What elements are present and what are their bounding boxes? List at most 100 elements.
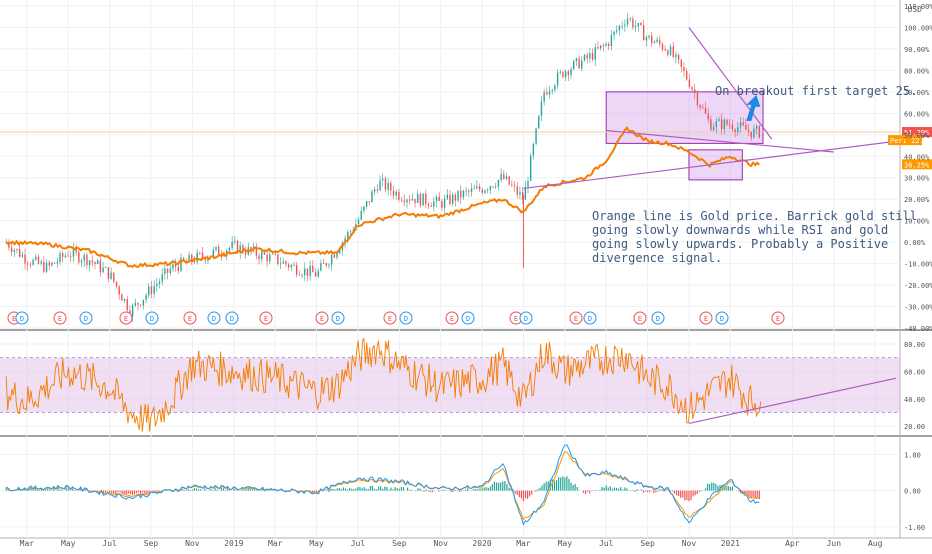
macd-histogram-bar: [196, 489, 197, 491]
price-candle: [439, 197, 440, 201]
price-candle: [328, 265, 329, 266]
x-tick-label: 2020: [472, 539, 491, 548]
price-candle: [689, 80, 690, 88]
price-candle: [503, 174, 504, 179]
macd-histogram-bar: [585, 491, 586, 495]
price-candle: [568, 71, 569, 75]
price-candle: [67, 256, 68, 257]
price-candle: [436, 197, 437, 201]
price-candle: [675, 55, 676, 57]
macd-histogram-bar: [130, 491, 131, 494]
price-candle: [124, 299, 125, 301]
macd-histogram-bar: [661, 489, 662, 490]
price-candle: [215, 247, 216, 250]
x-tick-label: Apr: [785, 539, 800, 548]
price-candle: [425, 193, 426, 204]
price-candle: [468, 191, 469, 192]
price-candle: [430, 206, 431, 207]
macd-histogram-bar: [651, 491, 652, 492]
macd-histogram-bar: [566, 476, 567, 490]
macd-histogram-bar: [393, 489, 394, 490]
macd-histogram-bar: [246, 489, 247, 491]
price-box-0[interactable]: [606, 92, 763, 144]
price-candle: [245, 252, 246, 254]
macd-histogram-bar: [409, 490, 410, 491]
price-candle: [705, 108, 706, 114]
price-candle: [476, 186, 477, 188]
price-candle: [420, 194, 421, 206]
price-y-tick-label: 80.00%: [904, 67, 930, 75]
macd-histogram-bar: [684, 491, 685, 501]
price-candle: [678, 55, 679, 60]
price-candle: [19, 249, 20, 257]
marker-letter: D: [212, 315, 216, 323]
macd-histogram-bar: [335, 489, 336, 490]
price-candle: [667, 50, 668, 54]
macd-y-tick-label: 0.00: [904, 488, 921, 496]
price-candle: [108, 267, 109, 279]
macd-histogram-bar: [757, 491, 758, 498]
price-candle: [554, 86, 555, 90]
macd-histogram-bar: [233, 489, 234, 491]
macd-histogram-bar: [680, 491, 681, 498]
macd-histogram-bar: [330, 489, 331, 491]
macd-histogram-bar: [248, 488, 249, 490]
price-candle: [514, 185, 515, 186]
macd-histogram-bar: [595, 490, 596, 491]
price-candle: [285, 261, 286, 264]
price-candle: [151, 286, 152, 293]
macd-histogram-bar: [539, 488, 540, 491]
price-candle: [24, 255, 25, 264]
macd-histogram-bar: [37, 490, 38, 491]
price-candle: [218, 247, 219, 255]
price-candle: [646, 37, 647, 40]
macd-histogram-bar: [587, 491, 588, 492]
price-candle: [127, 299, 128, 310]
macd-histogram-bar: [521, 491, 522, 499]
price-candle: [22, 255, 23, 257]
macd-histogram-bar: [610, 486, 611, 490]
macd-histogram-bar: [647, 491, 648, 492]
x-tick-label: Jul: [599, 539, 614, 548]
price-y-tick-label: 60.00%: [904, 110, 930, 118]
price-box-1[interactable]: [689, 150, 742, 180]
price-candle: [401, 200, 402, 201]
macd-histogram-bar: [347, 489, 348, 490]
price-candle: [148, 286, 149, 295]
macd-histogram-bar: [455, 490, 456, 491]
macd-histogram-bar: [117, 491, 118, 492]
macd-histogram-bar: [475, 489, 476, 491]
macd-histogram-bar: [730, 487, 731, 491]
price-candle: [565, 71, 566, 77]
macd-histogram-bar: [643, 491, 644, 493]
price-candle: [635, 26, 636, 27]
x-tick-label: 2021: [721, 539, 740, 548]
price-candle: [172, 264, 173, 269]
macd-histogram-bar: [349, 488, 350, 491]
macd-histogram-bar: [494, 482, 495, 491]
macd-histogram-bar: [649, 491, 650, 492]
price-candle: [621, 26, 622, 27]
price-candle: [552, 90, 553, 91]
price-candle: [471, 189, 472, 192]
price-candle: [412, 199, 413, 200]
macd-histogram-bar: [111, 491, 112, 493]
macd-histogram-bar: [57, 488, 58, 491]
macd-histogram-bar: [537, 489, 538, 491]
price-candle: [43, 262, 44, 272]
price-candle: [100, 261, 101, 273]
macd-y-tick-label: -1.00: [904, 524, 925, 532]
price-candle: [576, 58, 577, 61]
price-candle: [16, 249, 17, 250]
rsi-y-tick-label: 20.00: [904, 423, 925, 431]
price-candle: [213, 250, 214, 256]
price-candle: [258, 256, 259, 260]
macd-histogram-bar: [74, 490, 75, 491]
price-candle: [396, 192, 397, 196]
x-tick-label: Nov: [185, 539, 200, 548]
macd-histogram-bar: [672, 491, 673, 492]
price-candle: [234, 241, 235, 242]
macd-histogram-bar: [484, 487, 485, 490]
price-candle: [613, 32, 614, 35]
